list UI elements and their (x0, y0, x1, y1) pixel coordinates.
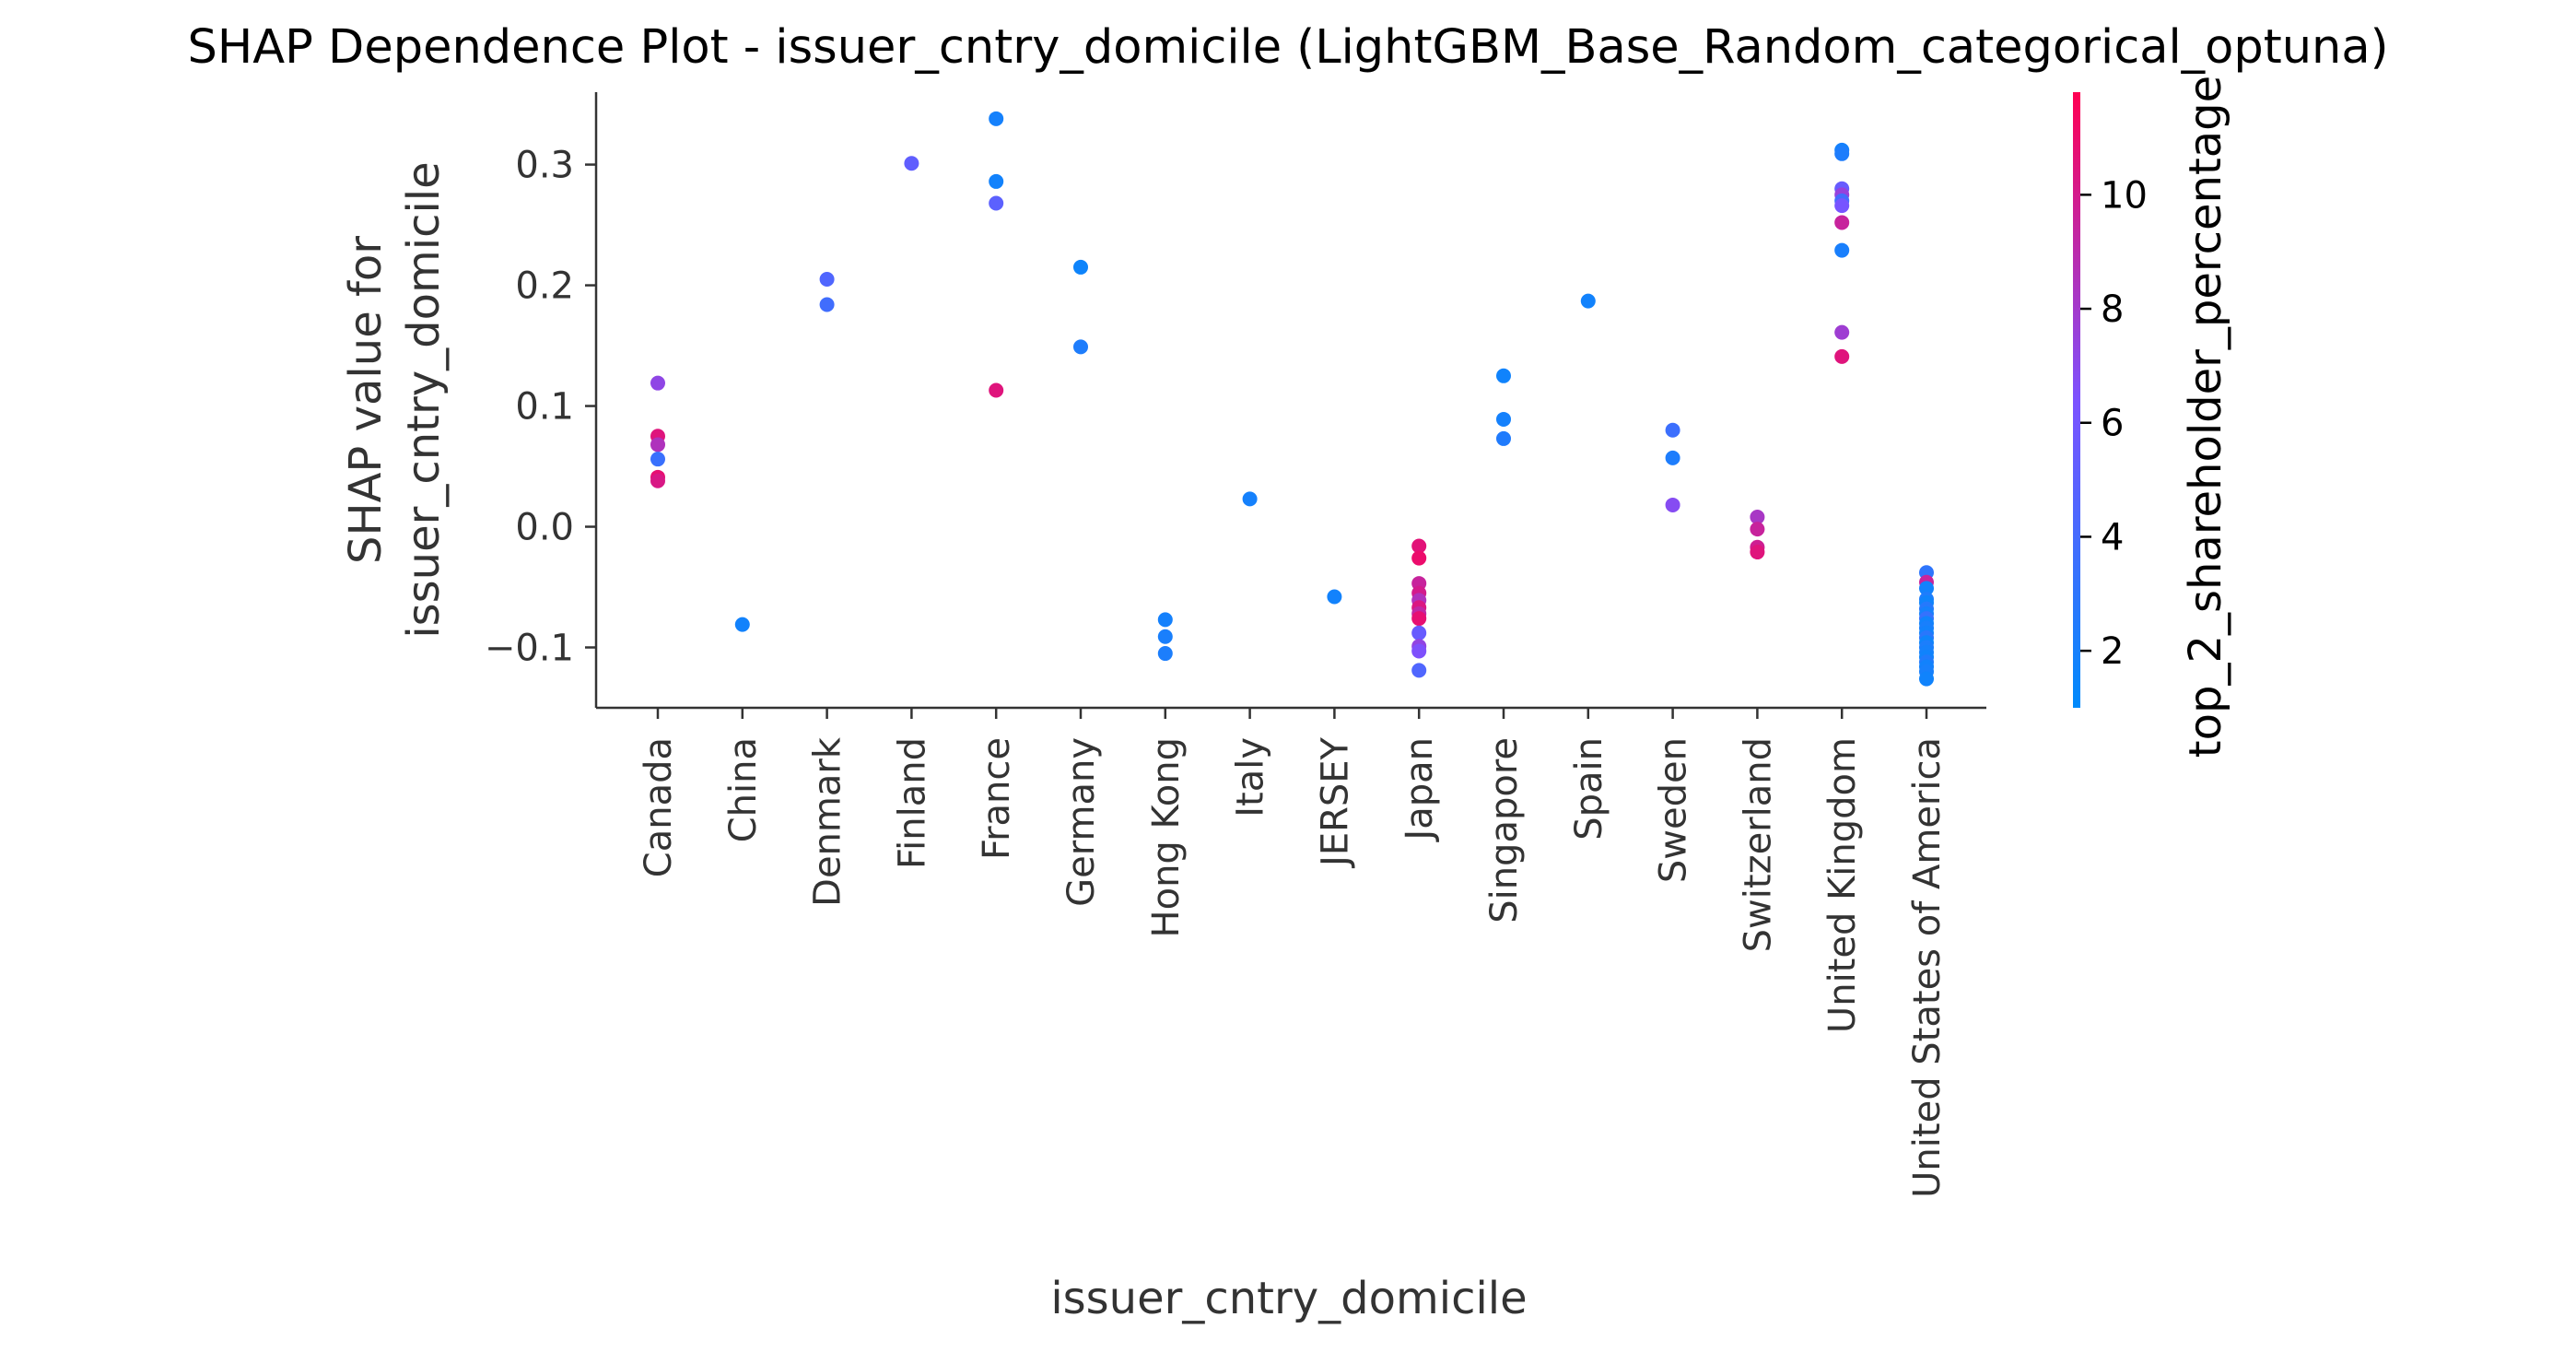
colorbar-tick-label: 2 (2101, 630, 2124, 673)
data-point (1327, 589, 1342, 605)
colorbar-tick-label: 4 (2101, 516, 2124, 558)
data-point (989, 382, 1004, 398)
chart-title: SHAP Dependence Plot - issuer_cntry_domi… (187, 20, 2388, 75)
x-tick-label: France (976, 737, 1018, 860)
data-point (734, 617, 750, 632)
x-tick-label: Canada (638, 737, 680, 877)
colorbar-tick-label: 10 (2101, 174, 2148, 217)
y-tick-label: 0.3 (515, 145, 574, 187)
x-tick-label: Finland (891, 737, 933, 869)
x-tick-label: Singapore (1483, 737, 1526, 923)
data-point (1411, 538, 1427, 554)
colorbar-tick-label: 8 (2101, 288, 2124, 331)
data-point (1834, 242, 1850, 258)
data-point (989, 111, 1004, 126)
x-tick-label: Germany (1060, 737, 1103, 907)
colorbar-gradient (2073, 92, 2080, 708)
data-point (1411, 663, 1427, 678)
data-point (1750, 522, 1765, 537)
x-tick-label: Spain (1568, 737, 1610, 841)
colorbar-label: top_2_shareholder_percentage (2180, 76, 2231, 758)
data-point (1834, 146, 1850, 161)
y-axis-label-line-2: issuer_cntry_domicile (398, 161, 450, 638)
data-point (650, 473, 665, 488)
data-point (1750, 510, 1765, 525)
x-tick-label: JERSEY (1314, 736, 1356, 869)
data-point (1242, 491, 1258, 507)
x-tick-label: China (722, 737, 765, 842)
y-tick-label: 0.0 (515, 507, 574, 549)
data-point (1665, 422, 1680, 438)
data-point (1496, 411, 1511, 427)
data-point (989, 195, 1004, 211)
colorbar-ticks: 2 4 6 8 10 (2080, 174, 2148, 673)
x-tick-label: Hong Kong (1145, 737, 1188, 937)
data-point (1665, 450, 1680, 465)
x-ticks: Canada China Denmark Finland France Germany Ho… (638, 708, 1949, 1198)
data-point (1073, 259, 1088, 275)
x-tick-label: Switzerland (1737, 737, 1779, 952)
data-point (1834, 348, 1850, 364)
y-tick-label: 0.1 (515, 386, 574, 429)
colorbar: 2 4 6 8 10 top_2_shareholder_percentage (2073, 76, 2231, 758)
data-point (819, 297, 835, 312)
data-point (1834, 215, 1850, 230)
y-axis-label-line-1: SHAP value for (340, 236, 392, 564)
data-point (1919, 581, 1934, 596)
data-point (1411, 611, 1427, 627)
data-point (1580, 293, 1596, 309)
x-tick-label: United States of America (1906, 737, 1949, 1198)
y-tick-label: −0.1 (485, 628, 574, 670)
data-point (989, 173, 1004, 189)
data-points (650, 111, 1934, 687)
x-tick-label: Japan (1399, 737, 1441, 843)
x-tick-label: Sweden (1653, 737, 1695, 883)
data-point (904, 156, 919, 171)
data-point (1411, 643, 1427, 659)
data-point (1157, 629, 1173, 644)
data-point (1496, 430, 1511, 446)
data-point (1496, 368, 1511, 383)
data-point (1411, 550, 1427, 566)
data-point (1834, 198, 1850, 214)
x-tick-label: Denmark (807, 736, 849, 907)
colorbar-tick-label: 6 (2101, 403, 2124, 445)
axes (594, 92, 1986, 710)
data-point (1919, 671, 1934, 687)
x-tick-label: United Kingdom (1821, 737, 1864, 1033)
x-tick-label: Italy (1230, 737, 1272, 817)
data-point (1157, 612, 1173, 628)
y-tick-label: 0.2 (515, 265, 574, 308)
data-point (650, 375, 665, 391)
data-point (1157, 646, 1173, 662)
data-point (650, 437, 665, 453)
data-point (1750, 545, 1765, 560)
data-point (1073, 339, 1088, 355)
data-point (1665, 497, 1680, 512)
data-point (819, 272, 835, 288)
y-ticks: 0.3 0.2 0.1 0.0 −0.1 (485, 145, 596, 670)
data-point (1834, 324, 1850, 340)
x-axis-label: issuer_cntry_domicile (1050, 1273, 1527, 1324)
data-point (1411, 625, 1427, 641)
data-point (650, 452, 665, 467)
